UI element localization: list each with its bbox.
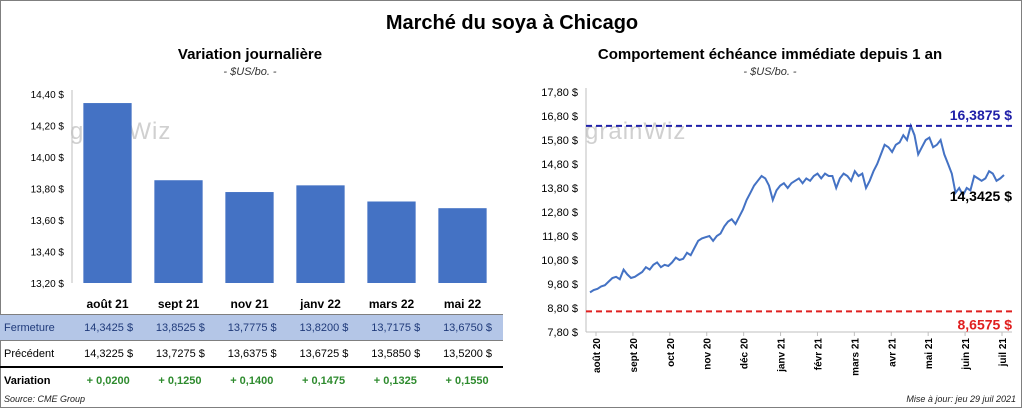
- table-cell: 14,3425 $: [72, 314, 145, 341]
- y-tick-label: 13,80 $: [541, 183, 578, 195]
- x-tick-label: nov 21: [230, 297, 268, 310]
- right-watermark: grainWiz: [585, 118, 687, 145]
- table-cell: 13,7275 $: [144, 340, 216, 368]
- y-tick-label: 12,80 $: [541, 207, 578, 219]
- bar: [154, 180, 203, 283]
- y-tick-label: 8,80 $: [547, 303, 578, 315]
- table-cell: + 0,1400: [230, 374, 274, 387]
- update-note: Mise à jour: jeu 29 juil 2021: [906, 394, 1016, 404]
- page-title: Marché du soya à Chicago: [385, 12, 639, 34]
- table-cell: 13,7775 $: [215, 314, 288, 341]
- table-cell: 13,5200 $: [431, 340, 503, 368]
- bar: [83, 103, 132, 284]
- x-tick-label: juil 21: [998, 338, 1009, 368]
- table-cell: 13,6750 $: [431, 314, 503, 341]
- table-cell: + 0,1250: [158, 374, 202, 387]
- x-tick-label: mai 22: [444, 297, 482, 310]
- table-cell: + 0,1325: [373, 374, 417, 387]
- y-tick-label: 15,80 $: [541, 135, 578, 147]
- left-chart-unit: - $US/bo. -: [223, 66, 277, 78]
- right-chart-title: Comportement échéance immédiate depuis 1…: [597, 46, 943, 63]
- y-tick-label: 14,00 $: [31, 153, 65, 164]
- x-tick-label: déc 20: [740, 338, 751, 370]
- y-tick-label: 14,20 $: [31, 122, 65, 133]
- x-tick-label: août 21: [86, 297, 128, 310]
- y-tick-label: 10,80 $: [541, 255, 578, 267]
- low-reference-label: 8,6575 $: [958, 316, 1013, 332]
- line-chart: 17,80 $ 16,80 $ 15,80 $ 14,80 $ 13,80 $ 12,80…: [541, 87, 1013, 376]
- table-cell: 13,6725 $: [287, 340, 360, 368]
- last-price-label: 14,3425 $: [950, 188, 1012, 204]
- x-tick-label: sept 21: [158, 297, 200, 310]
- row-label-precedent: Précédent: [0, 340, 73, 368]
- y-tick-label: 7,80 $: [547, 327, 578, 339]
- x-tick-label: mars 22: [369, 297, 415, 310]
- x-tick-label: janv 21: [777, 338, 788, 373]
- row-label-variation: Variation: [4, 374, 51, 387]
- bar: [367, 201, 416, 283]
- x-tick-label: janv 22: [299, 297, 341, 310]
- bar: [438, 208, 487, 283]
- x-tick-label: avr 21: [887, 338, 898, 367]
- table-cell: 13,6375 $: [215, 340, 288, 368]
- x-tick-label: août 20: [592, 338, 603, 373]
- table-cell: 14,3225 $: [72, 340, 145, 368]
- table-row-variation: Variation + 0,0200 + 0,1250 + 0,1400 + 0…: [0, 367, 503, 393]
- table-cell: + 0,1550: [445, 374, 489, 387]
- bar: [296, 185, 345, 283]
- y-tick-label: 11,80 $: [542, 231, 578, 243]
- x-tick-label: sept 20: [629, 338, 640, 373]
- y-tick-label: 17,80 $: [541, 87, 578, 99]
- y-tick-label: 13,40 $: [31, 248, 65, 259]
- table-cell: 13,5850 $: [359, 340, 432, 368]
- table-row-fermeture: Fermeture 14,3425 $ 13,8525 $ 13,7775 $ …: [0, 314, 503, 341]
- source-note: Source: CME Group: [4, 394, 86, 404]
- table-cell: 13,8200 $: [287, 314, 360, 341]
- left-chart-title: Variation journalière: [177, 46, 323, 63]
- x-tick-label: févr 21: [813, 338, 824, 371]
- right-chart-unit: - $US/bo. -: [743, 66, 797, 78]
- y-tick-label: 14,40 $: [31, 90, 65, 101]
- y-tick-label: 13,80 $: [31, 185, 65, 196]
- price-line: [589, 122, 1005, 294]
- table-cell: + 0,0200: [86, 374, 130, 387]
- x-tick-label: nov 20: [703, 338, 714, 370]
- x-tick-label: mars 21: [850, 338, 861, 376]
- x-tick-label: oct 20: [666, 338, 677, 367]
- prices-table: Fermeture 14,3425 $ 13,8525 $ 13,7775 $ …: [0, 314, 503, 393]
- y-tick-label: 14,80 $: [541, 159, 578, 171]
- table-cell: + 0,1475: [301, 374, 346, 387]
- x-tick-label: mai 21: [924, 338, 935, 370]
- y-tick-label: 13,60 $: [31, 216, 65, 227]
- y-tick-label: 13,20 $: [31, 279, 65, 290]
- y-tick-label: 9,80 $: [547, 279, 578, 291]
- x-tick-label: juin 21: [961, 338, 972, 371]
- table-row-precedent: Précédent 14,3225 $ 13,7275 $ 13,6375 $ …: [0, 340, 503, 368]
- table-cell: 13,7175 $: [359, 314, 432, 341]
- bar: [225, 192, 274, 283]
- high-reference-label: 16,3875 $: [950, 107, 1012, 123]
- bar-chart: 14,40 $ 14,20 $ 14,00 $ 13,80 $ 13,60 $ 13,40…: [31, 90, 487, 310]
- y-tick-label: 16,80 $: [541, 111, 578, 123]
- row-label-fermeture: Fermeture: [0, 314, 73, 341]
- table-cell: 13,8525 $: [144, 314, 216, 341]
